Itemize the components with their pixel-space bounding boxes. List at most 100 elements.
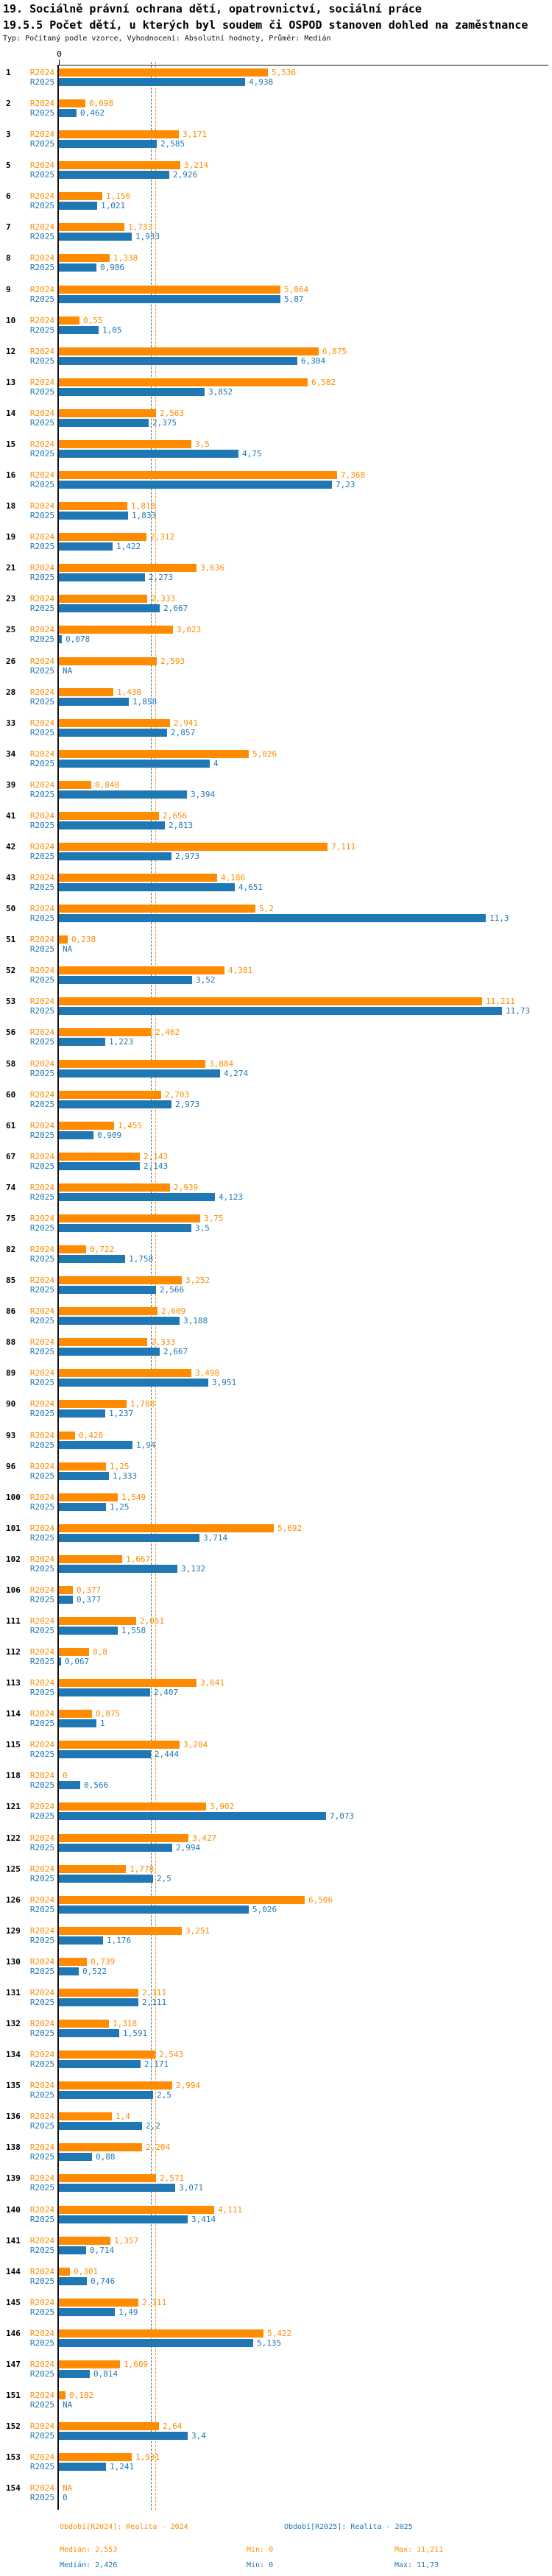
bar-r2025 (59, 760, 210, 768)
bar-r2024 (59, 1802, 206, 1811)
bar-r2024 (59, 2050, 155, 2059)
value-label-r2025: 2,667 (163, 604, 188, 613)
bar-r2024 (59, 688, 113, 696)
chart-row: 129 R2024 R2025 3,251 1,176 (0, 1927, 552, 1945)
bar-r2024 (59, 843, 328, 851)
bar-r2025 (59, 1719, 96, 1727)
chart-row: 6 R2024 R2025 1,156 1,021 (0, 192, 552, 210)
row-number: 144 (6, 2267, 21, 2276)
row-number: 145 (6, 2298, 21, 2307)
series-label-r2024: R2024 (29, 470, 54, 480)
value-label-r2024: 0,848 (95, 780, 120, 790)
value-label-r2024: 0 (63, 1771, 68, 1780)
series-label-r2025: R2025 (29, 1936, 54, 1945)
series-label-r2025: R2025 (29, 1657, 54, 1666)
series-label-r2024: R2024 (29, 2081, 54, 2090)
bar-r2025 (59, 1038, 105, 1046)
series-label-r2025: R2025 (29, 201, 54, 210)
series-label-r2024: R2024 (29, 842, 54, 852)
chart-row: 10 R2024 R2025 0,55 1,05 (0, 316, 552, 335)
row-number: 126 (6, 1895, 21, 1905)
series-label-r2024: R2024 (29, 2019, 54, 2028)
stat-median-r2025: Medián: 2,426 (60, 2561, 118, 2569)
row-number: 21 (6, 563, 16, 573)
value-label-r2025: 1 (100, 1719, 105, 1728)
bar-r2025 (59, 976, 192, 984)
bar-r2024 (59, 1927, 182, 1935)
value-label-r2025: 1,933 (135, 232, 160, 241)
series-label-r2024: R2024 (29, 253, 54, 263)
bar-r2025 (59, 1750, 151, 1758)
series-label-r2024: R2024 (29, 1152, 54, 1161)
value-label-r2025: 0 (63, 2493, 68, 2502)
bar-r2025 (59, 2122, 142, 2130)
series-label-r2025: R2025 (29, 480, 54, 489)
value-label-r2025: 0,909 (97, 1130, 122, 1140)
value-label-r2025: 4,123 (219, 1192, 244, 1202)
chart-row: 34 R2024 R2025 5,026 4 (0, 750, 552, 768)
value-label-r2024: 4,186 (221, 873, 246, 882)
row-number: 154 (6, 2483, 21, 2493)
row-number: 26 (6, 657, 16, 666)
series-label-r2025: R2025 (29, 821, 54, 830)
bar-r2025 (59, 635, 62, 643)
value-label-r2024: 2,64 (163, 2421, 183, 2431)
chart-row: 126 R2024 R2025 6,506 5,026 (0, 1896, 552, 1914)
value-label-r2024: 3,251 (185, 1926, 210, 1936)
series-label-r2024: R2024 (29, 780, 54, 790)
series-label-r2024: R2024 (29, 1275, 54, 1285)
bar-r2024 (59, 2143, 142, 2151)
bar-r2024 (59, 812, 159, 820)
row-number: 14 (6, 408, 16, 418)
bar-r2025 (59, 171, 169, 179)
value-label-r2025: 2,585 (160, 139, 185, 149)
axis-zero-tick (59, 60, 60, 65)
bar-r2024 (59, 1153, 140, 1161)
value-label-r2025: 4,75 (242, 449, 262, 459)
bar-r2025 (59, 729, 167, 737)
value-label-r2024: 2,204 (146, 2142, 171, 2152)
value-label-r2025: 1,25 (110, 1502, 130, 1512)
series-label-r2025: R2025 (29, 882, 54, 892)
series-label-r2024: R2024 (29, 160, 54, 170)
value-label-r2024: 3,214 (184, 160, 209, 170)
row-number: 16 (6, 470, 16, 480)
bar-r2025 (59, 263, 96, 272)
bar-r2025 (59, 2432, 188, 2440)
row-number: 115 (6, 1740, 21, 1749)
value-label-r2025: 3,52 (196, 975, 216, 985)
bar-r2025 (59, 914, 486, 922)
row-number: 58 (6, 1059, 16, 1069)
chart-row: 5 R2024 R2025 3,214 2,926 (0, 161, 552, 180)
series-label-r2024: R2024 (29, 718, 54, 728)
chart-row: 28 R2024 R2025 1,438 1,858 (0, 688, 552, 707)
series-label-r2024: R2024 (29, 966, 54, 975)
row-number: 10 (6, 316, 16, 325)
bar-r2025 (59, 1409, 105, 1418)
value-label-r2025: 1,422 (116, 542, 141, 551)
bar-r2025 (59, 1875, 153, 1883)
bar-r2025 (59, 419, 149, 427)
series-label-r2024: R2024 (29, 1864, 54, 1874)
value-label-r2024: 2,462 (155, 1027, 180, 1037)
chart-row: 61 R2024 R2025 1,455 0,909 (0, 1122, 552, 1140)
chart-row: 88 R2024 R2025 2,333 2,667 (0, 1338, 552, 1356)
bar-r2025 (59, 2277, 87, 2285)
chart-row: 52 R2024 R2025 4,381 3,52 (0, 966, 552, 985)
value-label-r2024: 6,875 (322, 347, 347, 356)
series-label-r2025: R2025 (29, 1069, 54, 1078)
chart-row: 141 R2024 R2025 1,357 0,714 (0, 2237, 552, 2255)
chart-row: 21 R2024 R2025 3,636 2,273 (0, 564, 552, 582)
bar-r2024 (59, 440, 191, 448)
value-label-r2024: 0,182 (69, 2391, 94, 2400)
chart-row: 131 R2024 R2025 2,111 2,111 (0, 1989, 552, 2007)
value-label-r2025: 1,591 (123, 2028, 148, 2038)
chart-row: 125 R2024 R2025 1,778 2,5 (0, 1865, 552, 1883)
bar-r2025 (59, 1224, 191, 1232)
bar-r2024 (59, 409, 156, 417)
series-label-r2025: R2025 (29, 1595, 54, 1604)
chart-row: 33 R2024 R2025 2,941 2,857 (0, 719, 552, 737)
value-label-r2024: 3,252 (185, 1275, 210, 1285)
series-label-r2025: R2025 (29, 1688, 54, 1697)
value-label-r2025: NA (63, 666, 73, 676)
